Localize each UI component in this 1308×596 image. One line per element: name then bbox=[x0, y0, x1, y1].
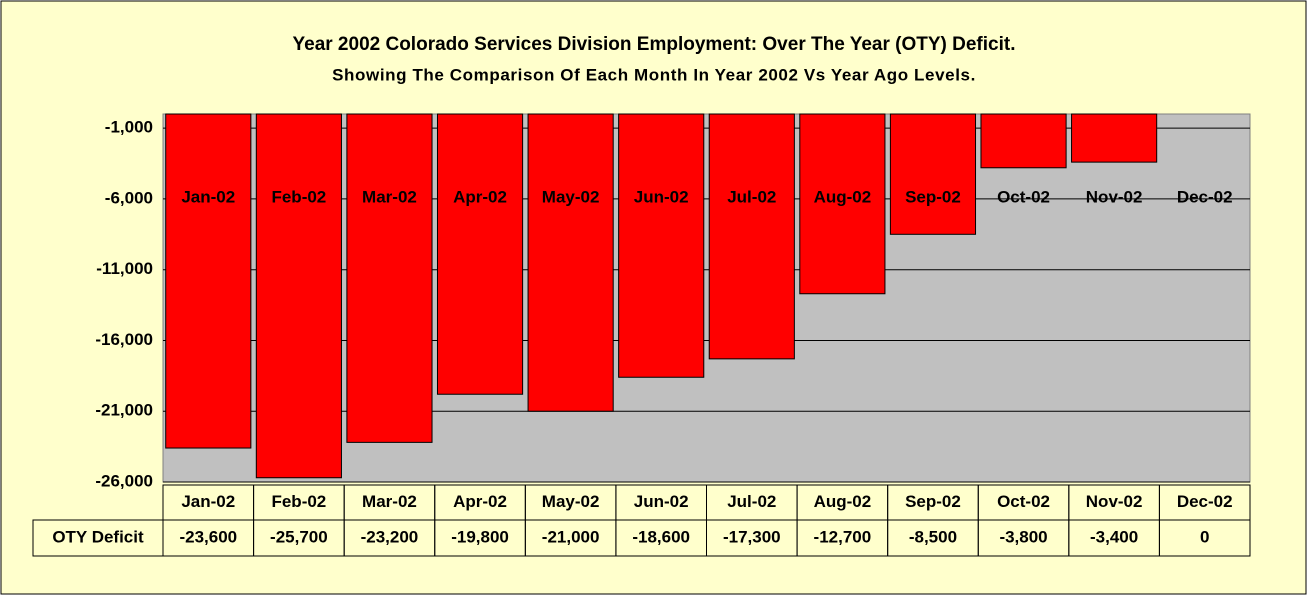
table-header: May-02 bbox=[542, 492, 600, 511]
table-value: -21,000 bbox=[542, 527, 600, 546]
y-tick-label: -26,000 bbox=[95, 471, 153, 490]
bar bbox=[1071, 113, 1158, 163]
chart-title: Year 2002 Colorado Services Division Emp… bbox=[293, 34, 1016, 55]
table-cell bbox=[32, 519, 164, 557]
bar bbox=[618, 113, 705, 378]
table-value: -23,600 bbox=[179, 527, 237, 546]
x-tick-label: Jun-02 bbox=[634, 187, 689, 206]
table-value: -17,300 bbox=[723, 527, 781, 546]
y-tick-label: -1,000 bbox=[105, 118, 153, 137]
x-tick-label: Feb-02 bbox=[271, 187, 326, 206]
table-value: -8,500 bbox=[909, 527, 957, 546]
x-tick-label: Jan-02 bbox=[181, 187, 235, 206]
table-header: Jul-02 bbox=[727, 492, 776, 511]
table-value: 0 bbox=[1200, 527, 1209, 546]
table-header: Feb-02 bbox=[271, 492, 326, 511]
x-tick-label: May-02 bbox=[542, 187, 600, 206]
table-value: -25,700 bbox=[270, 527, 328, 546]
table-header: Oct-02 bbox=[997, 492, 1050, 511]
x-tick-label: Aug-02 bbox=[814, 187, 872, 206]
x-tick-label: Jul-02 bbox=[727, 187, 776, 206]
table-value: -19,800 bbox=[451, 527, 509, 546]
table-series-name: OTY Deficit bbox=[52, 527, 144, 546]
table-header: Jan-02 bbox=[181, 492, 235, 511]
bar bbox=[527, 113, 614, 412]
x-tick-label: Dec-02 bbox=[1177, 187, 1233, 206]
bar bbox=[980, 113, 1067, 169]
table-header: Mar-02 bbox=[362, 492, 417, 511]
table-header: Dec-02 bbox=[1177, 492, 1233, 511]
bar bbox=[255, 113, 342, 479]
bar bbox=[799, 113, 886, 295]
table-header: Sep-02 bbox=[905, 492, 961, 511]
bar bbox=[708, 113, 795, 360]
x-tick-label: Nov-02 bbox=[1086, 187, 1143, 206]
table-value: -3,400 bbox=[1090, 527, 1138, 546]
table-header: Apr-02 bbox=[453, 492, 507, 511]
table-value: -3,800 bbox=[999, 527, 1047, 546]
bar bbox=[346, 113, 433, 443]
x-tick-label: Apr-02 bbox=[453, 187, 507, 206]
plot-area bbox=[162, 113, 1251, 483]
bar bbox=[889, 113, 977, 235]
bar bbox=[165, 113, 252, 449]
y-tick-label: -11,000 bbox=[96, 259, 153, 278]
chart-subtitle: Showing The Comparison Of Each Month In … bbox=[332, 65, 976, 84]
table-header: Nov-02 bbox=[1086, 492, 1143, 511]
table-value: -23,200 bbox=[361, 527, 419, 546]
table-header: Jun-02 bbox=[634, 492, 689, 511]
y-tick-label: -16,000 bbox=[95, 330, 153, 349]
bar bbox=[436, 113, 524, 395]
x-tick-label: Mar-02 bbox=[362, 187, 417, 206]
table-header: Aug-02 bbox=[814, 492, 872, 511]
y-tick-label: -21,000 bbox=[95, 401, 153, 420]
x-tick-label: Oct-02 bbox=[997, 187, 1050, 206]
x-tick-label: Sep-02 bbox=[905, 187, 961, 206]
table-value: -12,700 bbox=[814, 527, 872, 546]
table-value: -18,600 bbox=[632, 527, 690, 546]
y-tick-label: -6,000 bbox=[105, 188, 153, 207]
